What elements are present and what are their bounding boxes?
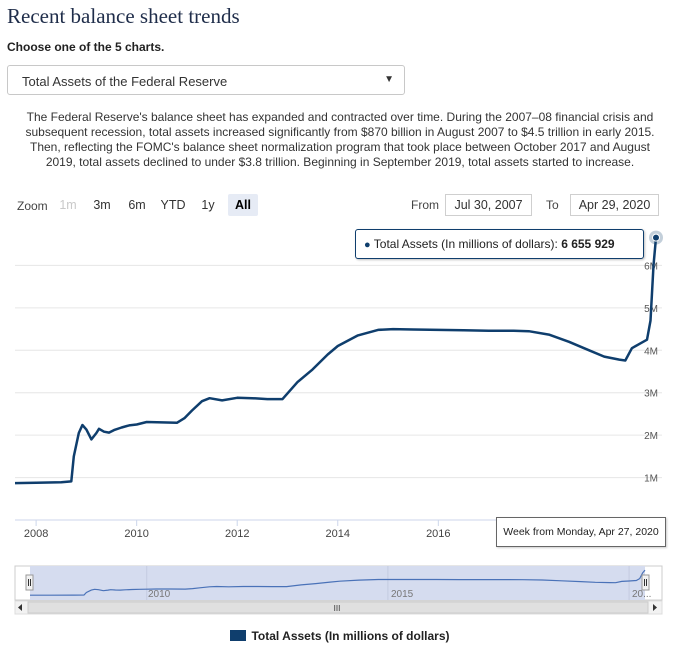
chart-select-value: Total Assets of the Federal Reserve <box>22 74 228 89</box>
scroll-left-icon[interactable] <box>18 604 22 611</box>
legend[interactable]: Total Assets (In millions of dollars) <box>0 629 680 643</box>
chart-description: The Federal Reserve's balance sheet has … <box>25 110 655 169</box>
series-line[interactable] <box>14 237 658 485</box>
from-label: From <box>411 198 439 212</box>
y-tick-label: 4M <box>644 346 658 357</box>
zoom-all-button[interactable]: All <box>228 194 258 216</box>
zoom-1y-button[interactable]: 1y <box>201 198 215 212</box>
legend-label: Total Assets (In millions of dollars) <box>251 629 450 643</box>
x-tick-label: 2012 <box>225 528 249 540</box>
page-title: Recent balance sheet trends <box>7 4 240 28</box>
dropdown-arrow-icon: ▼ <box>384 74 394 85</box>
scrollbar-grip-icon: III <box>334 604 341 613</box>
hover-point[interactable] <box>652 233 660 242</box>
navigator-series-line <box>30 569 646 596</box>
legend-swatch-icon <box>230 630 247 641</box>
tooltip-series-label: Total Assets (In millions of dollars): <box>373 237 558 251</box>
scrollbar-thumb[interactable] <box>27 601 649 614</box>
y-tick-label: 1M <box>644 474 658 485</box>
navigator-grid <box>146 566 630 600</box>
scroll-right-icon[interactable] <box>653 604 657 611</box>
y-tick-label: 6M <box>644 261 658 272</box>
navigator-label-2010: 2010 <box>148 589 171 600</box>
date-tooltip: Week from Monday, Apr 27, 2020 <box>496 517 666 547</box>
grid-lines <box>15 264 662 479</box>
x-tick-label: 2014 <box>326 528 350 540</box>
x-tick-label: 2016 <box>426 528 450 540</box>
y-tick-label: 3M <box>644 389 658 400</box>
x-axis: 2008 2010 2012 2014 2016 <box>24 520 540 540</box>
navigator-label-2015: 2015 <box>391 589 414 600</box>
to-date-input[interactable]: Apr 29, 2020 <box>570 194 659 216</box>
navigator-label-2020: 20... <box>632 589 651 600</box>
navigator-selected-range[interactable] <box>30 566 645 600</box>
navigator-right-handle[interactable] <box>641 574 650 591</box>
chart-chooser-label: Choose one of the 5 charts. <box>7 40 165 54</box>
tooltip-value: 6 655 929 <box>561 237 615 251</box>
zoom-3m-button[interactable]: 3m <box>93 198 111 212</box>
zoom-6m-button[interactable]: 6m <box>128 198 146 212</box>
chart-select[interactable]: Total Assets of the Federal Reserve ▼ <box>7 65 405 95</box>
y-tick-label: 2M <box>644 431 658 442</box>
from-date-input[interactable]: Jul 30, 2007 <box>445 194 532 216</box>
to-label: To <box>546 198 559 212</box>
series-tooltip: ● Total Assets (In millions of dollars):… <box>355 229 644 259</box>
navigator-left-handle[interactable] <box>25 574 34 591</box>
zoom-ytd-button[interactable]: YTD <box>160 198 186 212</box>
x-tick-label: 2008 <box>24 528 48 540</box>
zoom-label: Zoom <box>17 199 48 213</box>
series-dot-icon: ● <box>364 239 371 251</box>
x-tick-label: 2010 <box>124 528 148 540</box>
zoom-1m-button[interactable]: 1m <box>59 198 77 212</box>
